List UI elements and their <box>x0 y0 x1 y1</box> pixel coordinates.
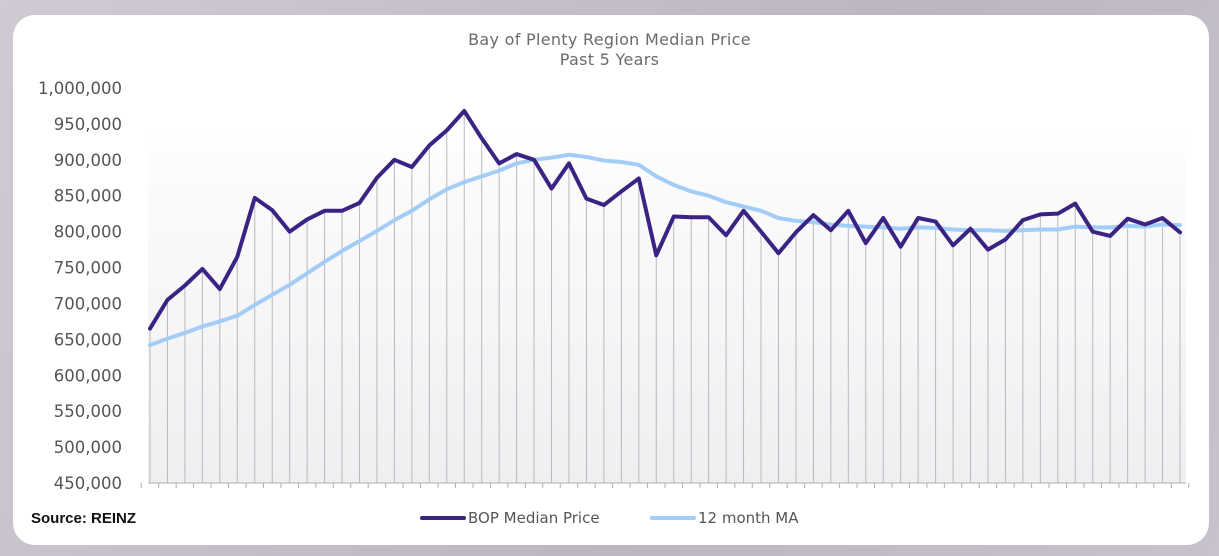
y-tick-label: 650,000 <box>54 330 122 349</box>
legend-label-ma: 12 month MA <box>698 509 799 527</box>
legend-swatch-bop <box>420 516 466 520</box>
y-tick-label: 1,000,000 <box>38 79 122 98</box>
y-tick-label: 600,000 <box>54 366 122 385</box>
y-tick-label: 500,000 <box>54 438 122 457</box>
series-line-12-month-ma <box>148 152 1182 348</box>
legend-item-ma: 12 month MA <box>650 509 799 527</box>
legend-swatch-ma <box>650 516 696 520</box>
chart-title: Bay of Plenty Region Median Price <box>468 30 751 49</box>
y-tick-label: 450,000 <box>54 474 122 493</box>
y-tick-label: 550,000 <box>54 402 122 421</box>
plot-area <box>148 128 1186 483</box>
legend-item-bop: BOP Median Price <box>420 509 600 527</box>
chart-subtitle: Past 5 Years <box>559 50 660 69</box>
y-tick-label: 900,000 <box>54 151 122 170</box>
y-tick-label: 950,000 <box>54 115 122 134</box>
y-tick-label: 750,000 <box>54 259 122 278</box>
y-tick-label: 700,000 <box>54 294 122 313</box>
source-note: Source: REINZ <box>31 510 137 527</box>
series-line-bop-median-price <box>148 108 1182 331</box>
y-tick-label: 800,000 <box>54 223 122 242</box>
y-tick-label: 850,000 <box>54 187 122 206</box>
legend-label-bop: BOP Median Price <box>468 509 600 527</box>
